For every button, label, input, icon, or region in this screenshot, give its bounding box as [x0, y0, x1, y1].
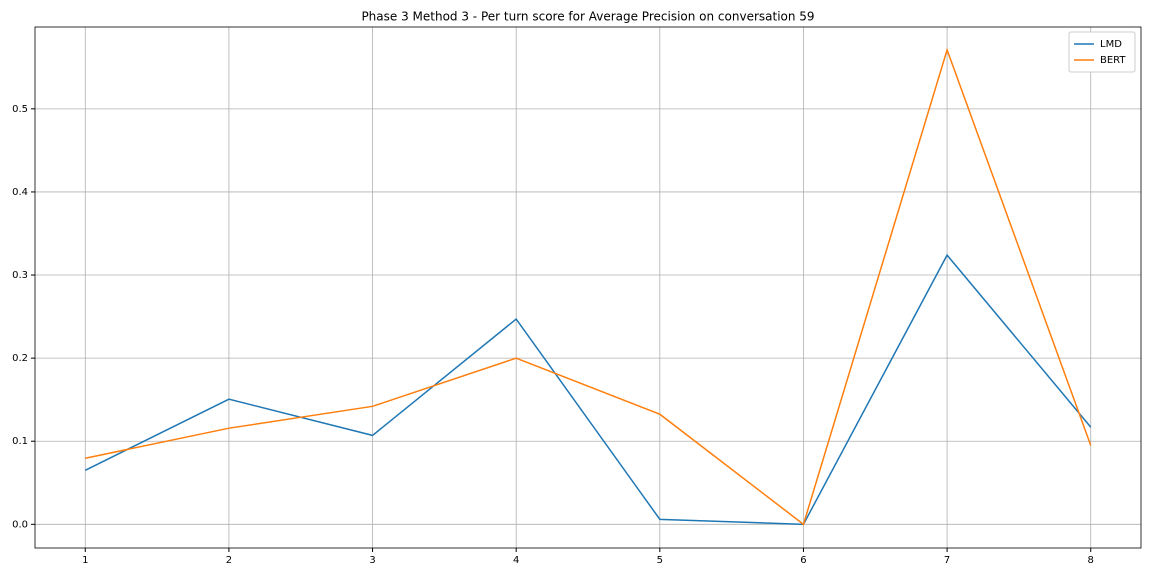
chart-title: Phase 3 Method 3 - Per turn score for Av… — [361, 10, 814, 24]
legend-box — [1068, 31, 1136, 73]
legend-label: BERT — [1100, 55, 1126, 66]
y-tick-label: 0.5 — [12, 104, 28, 115]
x-tick-label: 3 — [369, 555, 375, 566]
x-tick-label: 1 — [82, 555, 88, 566]
y-tick-label: 0.3 — [12, 270, 28, 281]
x-tick-label: 4 — [513, 555, 519, 566]
y-tick-label: 0.2 — [12, 353, 28, 364]
y-tick-label: 0.0 — [12, 519, 28, 530]
x-tick-label: 6 — [800, 555, 806, 566]
line-series — [84, 253, 1092, 526]
x-tick-label: 7 — [944, 555, 950, 566]
line-series — [85, 47, 1092, 526]
x-tick-label: 8 — [1088, 555, 1094, 566]
x-tick-label: 5 — [657, 555, 663, 566]
y-tick-label: 0.1 — [12, 436, 28, 447]
x-tick-label: 2 — [226, 555, 232, 566]
y-tick-label: 0.4 — [12, 187, 28, 198]
legend-label: LMD — [1100, 39, 1122, 50]
plot-frame — [34, 26, 1142, 549]
